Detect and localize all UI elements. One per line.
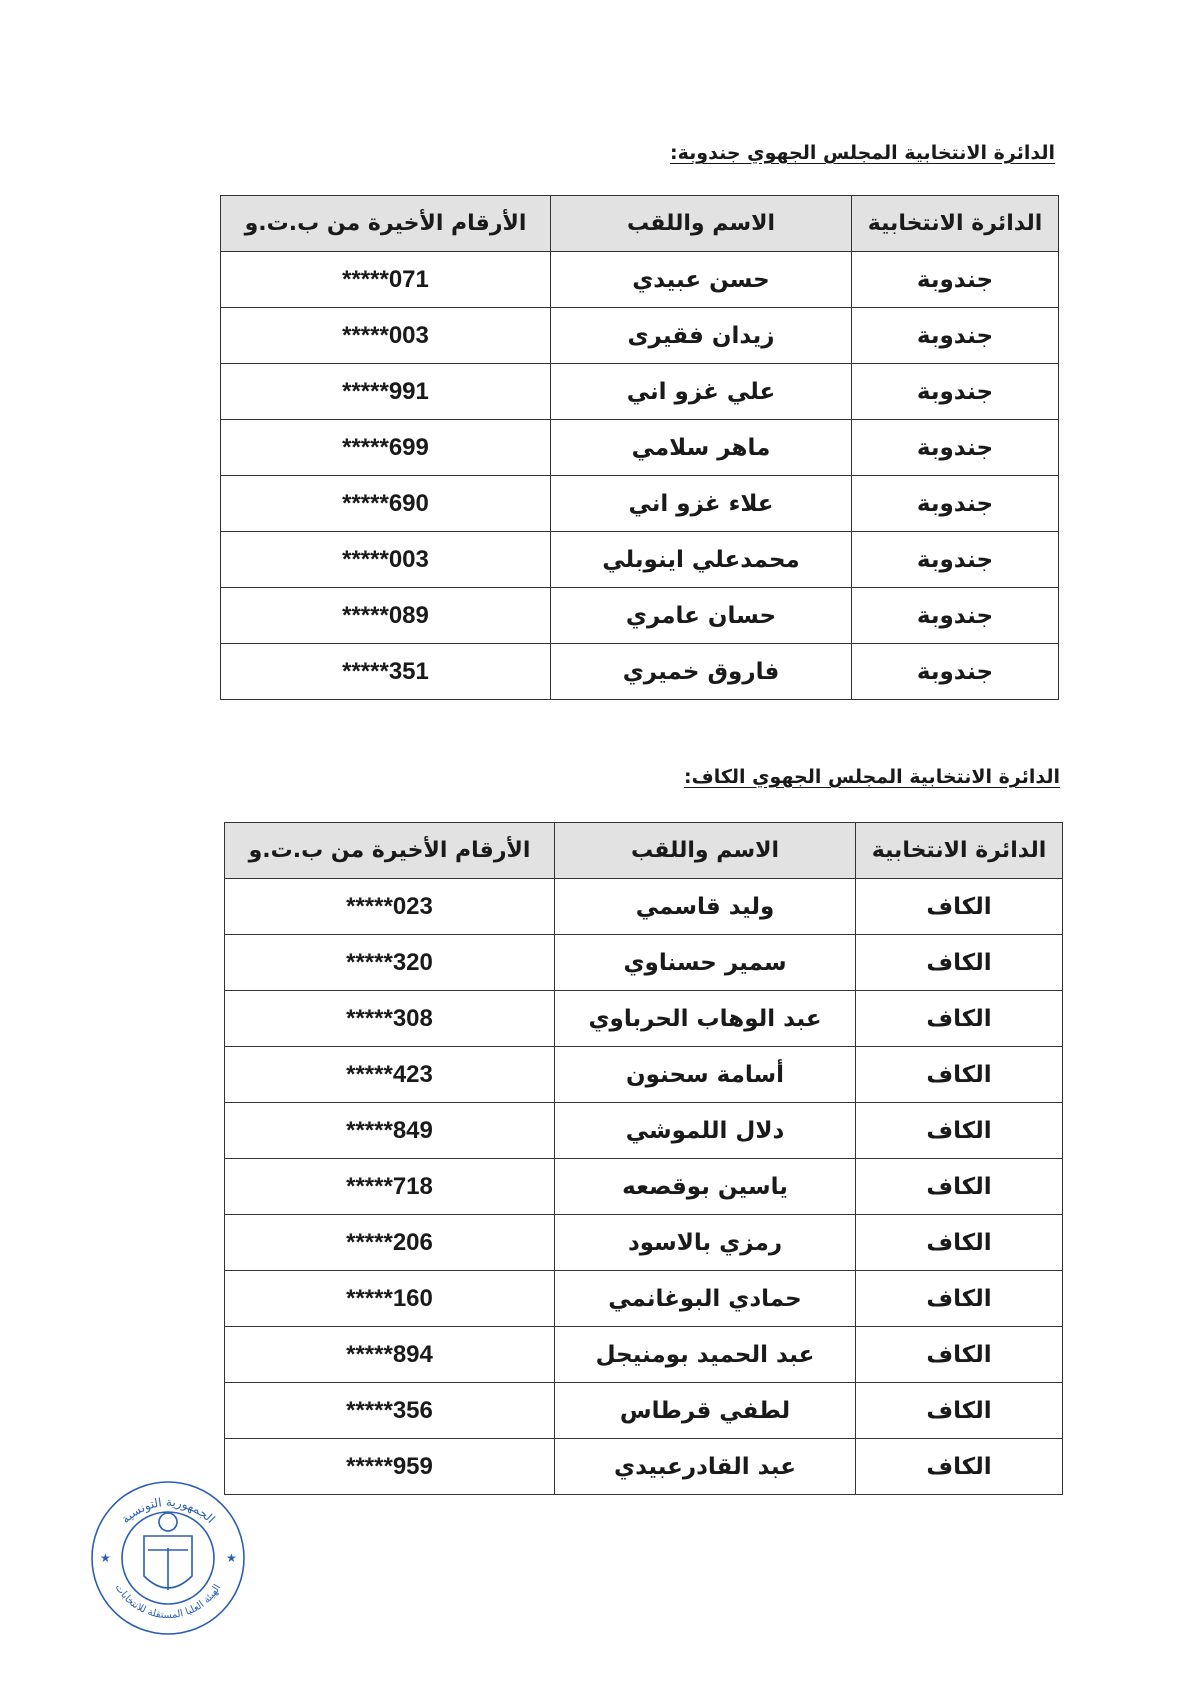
cell-id-digits: *****959 bbox=[224, 1438, 555, 1495]
stamp-top-text: الجمهورية التونسية bbox=[118, 1495, 217, 1526]
table-row: الكاف حمادي البوغانمي *****160 bbox=[224, 1270, 1063, 1327]
table-kef: الدائرة الانتخابية الاسم واللقب الأرقام … bbox=[224, 822, 1063, 1495]
table-row: الكاف عبد القادرعبيدي *****959 bbox=[224, 1438, 1063, 1495]
cell-name: عبد الحميد بومنيجل bbox=[554, 1326, 856, 1383]
table-row: الكاف وليد قاسمي *****023 bbox=[224, 878, 1063, 935]
cell-district: الكاف bbox=[855, 1046, 1063, 1103]
cell-name: علاء غزو اني bbox=[550, 475, 852, 532]
table-row: جندوبة محمدعلي اينوبلي *****003 bbox=[220, 531, 1059, 588]
cell-id-digits: *****690 bbox=[220, 475, 551, 532]
cell-name: زيدان فقيرى bbox=[550, 307, 852, 364]
cell-name: وليد قاسمي bbox=[554, 878, 856, 935]
table-row: الكاف عبد الحميد بومنيجل *****894 bbox=[224, 1326, 1063, 1383]
cell-district: الكاف bbox=[855, 1270, 1063, 1327]
cell-id-digits: *****023 bbox=[224, 878, 555, 935]
cell-district: الكاف bbox=[855, 934, 1063, 991]
cell-id-digits: *****308 bbox=[224, 990, 555, 1047]
cell-id-digits: *****991 bbox=[220, 363, 551, 420]
header-id-digits: الأرقام الأخيرة من ب.ت.و bbox=[220, 195, 551, 252]
cell-id-digits: *****089 bbox=[220, 587, 551, 644]
cell-district: الكاف bbox=[855, 1326, 1063, 1383]
coat-of-arms-icon bbox=[143, 1535, 193, 1589]
table-header-row: الدائرة الانتخابية الاسم واللقب الأرقام … bbox=[224, 822, 1063, 879]
table-row: الكاف رمزي بالاسود *****206 bbox=[224, 1214, 1063, 1271]
cell-id-digits: *****320 bbox=[224, 934, 555, 991]
table-row: الكاف عبد الوهاب الحرباوي *****308 bbox=[224, 990, 1063, 1047]
cell-district: جندوبة bbox=[851, 587, 1059, 644]
cell-district: جندوبة bbox=[851, 251, 1059, 308]
cell-district: جندوبة bbox=[851, 643, 1059, 700]
star-icon: ★ bbox=[100, 1551, 111, 1565]
table-row: الكاف أسامة سحنون *****423 bbox=[224, 1046, 1063, 1103]
table-row: جندوبة زيدان فقيرى *****003 bbox=[220, 307, 1059, 364]
cell-district: جندوبة bbox=[851, 419, 1059, 476]
header-id-digits: الأرقام الأخيرة من ب.ت.و bbox=[224, 822, 555, 879]
cell-id-digits: *****071 bbox=[220, 251, 551, 308]
cell-id-digits: *****003 bbox=[220, 307, 551, 364]
cell-district: جندوبة bbox=[851, 531, 1059, 588]
table-row: الكاف سمير حسناوي *****320 bbox=[224, 934, 1063, 991]
cell-name: حسن عبيدي bbox=[550, 251, 852, 308]
table-row: جندوبة فاروق خميري *****351 bbox=[220, 643, 1059, 700]
cell-district: جندوبة bbox=[851, 307, 1059, 364]
cell-id-digits: *****003 bbox=[220, 531, 551, 588]
cell-district: الكاف bbox=[855, 990, 1063, 1047]
table-row: الكاف دلال اللموشي *****849 bbox=[224, 1102, 1063, 1159]
table-row: جندوبة حسان عامري *****089 bbox=[220, 587, 1059, 644]
cell-district: الكاف bbox=[855, 1438, 1063, 1495]
cell-name: لطفي قرطاس bbox=[554, 1382, 856, 1439]
cell-name: حمادي البوغانمي bbox=[554, 1270, 856, 1327]
cell-id-digits: *****423 bbox=[224, 1046, 555, 1103]
cell-id-digits: *****356 bbox=[224, 1382, 555, 1439]
table-row: جندوبة علي غزو اني *****991 bbox=[220, 363, 1059, 420]
cell-id-digits: *****351 bbox=[220, 643, 551, 700]
header-district: الدائرة الانتخابية bbox=[855, 822, 1063, 879]
cell-district: الكاف bbox=[855, 1382, 1063, 1439]
cell-id-digits: *****849 bbox=[224, 1102, 555, 1159]
table-row: جندوبة حسن عبيدي *****071 bbox=[220, 251, 1059, 308]
section-title-jendouba: الدائرة الانتخابية المجلس الجهوي جندوبة: bbox=[670, 142, 1055, 164]
table-row: الكاف لطفي قرطاس *****356 bbox=[224, 1382, 1063, 1439]
header-name: الاسم واللقب bbox=[550, 195, 852, 252]
cell-name: ياسين بوقصعه bbox=[554, 1158, 856, 1215]
cell-district: جندوبة bbox=[851, 475, 1059, 532]
cell-name: عبد القادرعبيدي bbox=[554, 1438, 856, 1495]
header-name: الاسم واللقب bbox=[554, 822, 856, 879]
stamp-outer-ring bbox=[91, 1481, 245, 1635]
cell-district: الكاف bbox=[855, 1158, 1063, 1215]
table-header-row: الدائرة الانتخابية الاسم واللقب الأرقام … bbox=[220, 195, 1059, 252]
cell-name: حسان عامري bbox=[550, 587, 852, 644]
cell-id-digits: *****160 bbox=[224, 1270, 555, 1327]
cell-name: أسامة سحنون bbox=[554, 1046, 856, 1103]
cell-id-digits: *****718 bbox=[224, 1158, 555, 1215]
cell-name: سمير حسناوي bbox=[554, 934, 856, 991]
cell-id-digits: *****894 bbox=[224, 1326, 555, 1383]
table-jendouba: الدائرة الانتخابية الاسم واللقب الأرقام … bbox=[220, 195, 1059, 700]
cell-name: ماهر سلامي bbox=[550, 419, 852, 476]
cell-district: الكاف bbox=[855, 1214, 1063, 1271]
cell-id-digits: *****699 bbox=[220, 419, 551, 476]
header-district: الدائرة الانتخابية bbox=[851, 195, 1059, 252]
section-title-kef: الدائرة الانتخابية المجلس الجهوي الكاف: bbox=[684, 766, 1060, 788]
cell-name: محمدعلي اينوبلي bbox=[550, 531, 852, 588]
table-row: الكاف ياسين بوقصعه *****718 bbox=[224, 1158, 1063, 1215]
cell-district: الكاف bbox=[855, 1102, 1063, 1159]
cell-id-digits: *****206 bbox=[224, 1214, 555, 1271]
cell-name: فاروق خميري bbox=[550, 643, 852, 700]
cell-name: رمزي بالاسود bbox=[554, 1214, 856, 1271]
cell-name: عبد الوهاب الحرباوي bbox=[554, 990, 856, 1047]
star-icon: ★ bbox=[226, 1551, 237, 1565]
cell-name: دلال اللموشي bbox=[554, 1102, 856, 1159]
official-stamp: الجمهورية التونسية الهيئة العليا المستقل… bbox=[91, 1481, 245, 1635]
cell-district: الكاف bbox=[855, 878, 1063, 935]
cell-name: علي غزو اني bbox=[550, 363, 852, 420]
stamp-inner-ring bbox=[121, 1511, 215, 1605]
cell-district: جندوبة bbox=[851, 363, 1059, 420]
table-row: جندوبة ماهر سلامي *****699 bbox=[220, 419, 1059, 476]
table-row: جندوبة علاء غزو اني *****690 bbox=[220, 475, 1059, 532]
